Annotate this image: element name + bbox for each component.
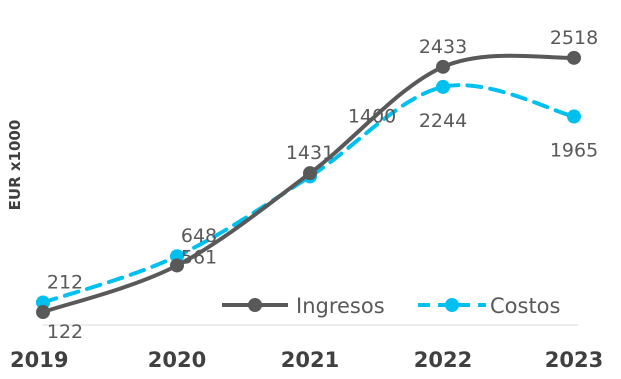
legend-label: Costos bbox=[490, 294, 560, 318]
point-ingresos-2022 bbox=[436, 59, 450, 74]
legend: Ingresos Costos bbox=[222, 294, 560, 318]
series-line-costos bbox=[41, 83, 576, 305]
label-ingresos-2019: 122 bbox=[47, 321, 83, 343]
x-tick-2023: 2023 bbox=[545, 348, 603, 372]
legend-item-ingresos: Ingresos bbox=[222, 294, 385, 318]
label-ingresos-2023: 2518 bbox=[550, 27, 598, 49]
legend-swatch-marker bbox=[445, 298, 459, 312]
point-ingresos-2023 bbox=[567, 50, 581, 65]
label-costos-2020: 648 bbox=[181, 225, 217, 247]
series-layer bbox=[36, 50, 581, 320]
series-line-ingresos bbox=[41, 53, 576, 315]
series-costos bbox=[36, 79, 581, 310]
label-ingresos-2020: 561 bbox=[181, 246, 217, 268]
point-costos-2023 bbox=[567, 109, 581, 124]
legend-swatch-marker bbox=[248, 298, 262, 312]
label-costos-2023: 1965 bbox=[550, 140, 598, 162]
label-ingresos-2022: 2433 bbox=[419, 36, 467, 58]
data-labels: 122 561 1431 2433 2518 212 648 1400 2244 1965 bbox=[47, 27, 598, 343]
point-ingresos-2019 bbox=[36, 305, 50, 320]
series-ingresos bbox=[36, 50, 581, 320]
point-ingresos-2021 bbox=[303, 166, 317, 181]
label-costos-2022: 2244 bbox=[419, 110, 467, 132]
y-axis-label: EUR x1000 bbox=[6, 120, 24, 211]
point-costos-2022 bbox=[436, 79, 450, 94]
legend-label: Ingresos bbox=[296, 294, 385, 318]
x-tick-2020: 2020 bbox=[148, 348, 206, 372]
label-ingresos-2021: 1431 bbox=[286, 142, 334, 164]
x-tick-2019: 2019 bbox=[10, 348, 68, 372]
point-ingresos-2020 bbox=[170, 258, 184, 273]
x-tick-2022: 2022 bbox=[414, 348, 472, 372]
label-costos-2021: 1400 bbox=[348, 105, 396, 127]
x-tick-2021: 2021 bbox=[281, 348, 339, 372]
legend-item-costos: Costos bbox=[418, 294, 560, 318]
label-costos-2019: 212 bbox=[47, 272, 83, 294]
x-tick-labels: 2019 2020 2021 2022 2023 bbox=[10, 348, 603, 372]
